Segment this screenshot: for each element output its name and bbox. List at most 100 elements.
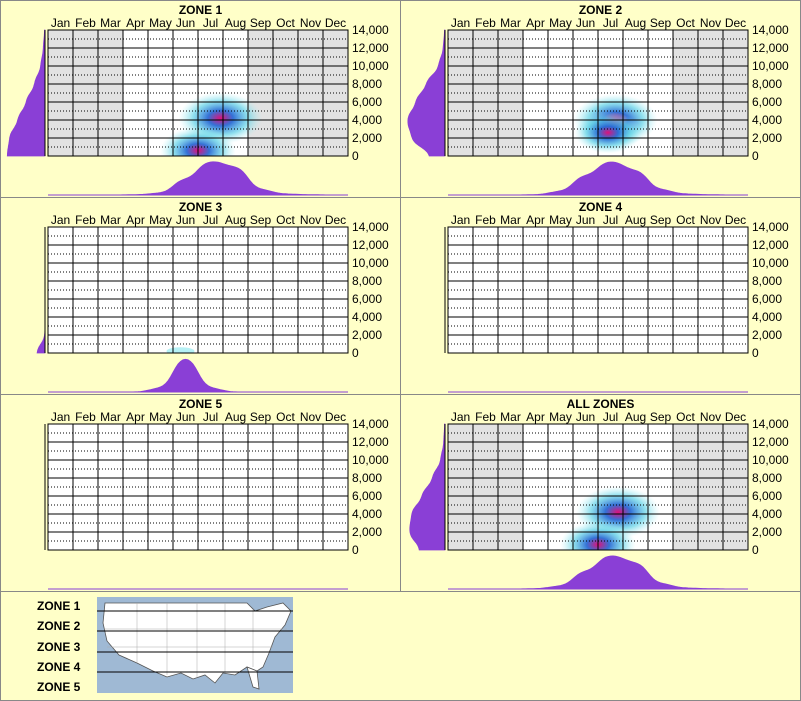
all-zones-chart: Jan Feb Mar Apr May Jun Jul Aug Sep Oct Nov Dec 0 2,0… — [409, 410, 789, 590]
month-label: Apr — [126, 16, 145, 30]
month-label: Aug — [625, 410, 646, 424]
y-tick-label: 14,000 — [352, 220, 389, 234]
y-tick-label: 2,000 — [352, 131, 382, 145]
y-tick-label: 10,000 — [752, 59, 789, 73]
month-column — [323, 424, 348, 550]
month-density — [448, 555, 748, 590]
y-tick-label: 6,000 — [752, 95, 782, 109]
month-column — [698, 227, 723, 353]
month-column — [98, 227, 123, 353]
y-tick-label: 8,000 — [352, 77, 382, 91]
month-column — [148, 424, 173, 550]
month-column — [173, 424, 198, 550]
y-tick-label: 4,000 — [752, 113, 782, 127]
month-column — [648, 30, 673, 156]
y-tick-label: 0 — [752, 149, 759, 163]
month-label: Dec — [725, 213, 746, 227]
y-tick-label: 2,000 — [752, 328, 782, 342]
month-label: Sep — [650, 410, 672, 424]
month-label: Jan — [51, 213, 70, 227]
y-tick-label: 14,000 — [352, 417, 389, 431]
month-label: Jul — [603, 213, 618, 227]
y-tick-label: 10,000 — [352, 453, 389, 467]
month-label: May — [549, 410, 572, 424]
plot-frame — [447, 226, 749, 354]
month-label: Jan — [51, 16, 70, 30]
month-column — [148, 227, 173, 353]
y-tick-label: 14,000 — [352, 23, 389, 37]
month-label: Aug — [225, 213, 246, 227]
y-tick-label: 12,000 — [752, 435, 789, 449]
heat-spot — [574, 111, 642, 154]
month-label: Oct — [276, 16, 295, 30]
y-tick-label: 4,000 — [352, 310, 382, 324]
month-column — [73, 424, 98, 550]
month-label: Apr — [126, 410, 145, 424]
month-column — [723, 227, 748, 353]
month-label: Mar — [100, 410, 121, 424]
month-label: Apr — [526, 410, 545, 424]
month-label: Nov — [300, 16, 321, 30]
month-label: May — [149, 410, 172, 424]
month-label: Jul — [203, 16, 218, 30]
heat-layer — [166, 347, 195, 353]
y-tick-label: 2,000 — [352, 328, 382, 342]
legend-zone-2: ZONE 2 — [37, 619, 81, 633]
y-tick-label: 0 — [352, 346, 359, 360]
month-label: Oct — [676, 213, 695, 227]
month-column — [498, 424, 523, 550]
month-label: Aug — [225, 16, 246, 30]
y-tick-label: 12,000 — [752, 238, 789, 252]
y-tick-label: 8,000 — [352, 274, 382, 288]
y-tick-label: 14,000 — [752, 220, 789, 234]
month-label: Aug — [625, 213, 646, 227]
panel-title: ALL ZONES — [566, 397, 635, 411]
month-column — [223, 227, 248, 353]
month-column — [248, 30, 273, 156]
month-label: Nov — [700, 213, 721, 227]
month-column — [323, 227, 348, 353]
month-column — [298, 227, 323, 353]
month-label: Sep — [250, 16, 272, 30]
panel-title: ZONE 4 — [578, 200, 623, 214]
month-density — [48, 358, 348, 393]
month-column — [173, 227, 198, 353]
month-label: Mar — [500, 213, 521, 227]
zone-5-chart: Jan Feb Mar Apr May Jun Jul Aug Sep Oct Nov Dec 0 2,0… — [44, 410, 389, 590]
panel-title: ZONE 1 — [178, 3, 223, 17]
y-tick-label: 4,000 — [352, 507, 382, 521]
y-tick-label: 4,000 — [752, 310, 782, 324]
month-density — [448, 161, 748, 196]
month-column — [723, 424, 748, 550]
month-column — [548, 30, 573, 156]
month-label: Nov — [300, 213, 321, 227]
elevation-density — [407, 29, 446, 157]
month-label: Aug — [625, 16, 646, 30]
y-tick-label: 0 — [352, 543, 359, 557]
month-column — [73, 227, 98, 353]
zone-panel-5: ZONE 5 Jan Feb Mar Apr May Jun Jul Aug Sep Oct Nov… — [0, 394, 401, 592]
month-label: Jul — [203, 410, 218, 424]
month-column — [473, 227, 498, 353]
month-column — [573, 227, 598, 353]
plot-frame — [447, 29, 749, 157]
plot-frame — [47, 226, 349, 354]
month-label: Apr — [526, 16, 545, 30]
month-label: Sep — [250, 213, 272, 227]
y-tick-label: 10,000 — [352, 256, 389, 270]
y-tick-label: 4,000 — [752, 507, 782, 521]
month-column — [623, 227, 648, 353]
month-column — [323, 30, 348, 156]
month-column — [473, 30, 498, 156]
month-label: May — [149, 213, 172, 227]
y-tick-label: 4,000 — [352, 113, 382, 127]
month-label: Jan — [451, 213, 470, 227]
y-tick-label: 10,000 — [752, 256, 789, 270]
month-label: Nov — [700, 16, 721, 30]
panel-title: ZONE 2 — [578, 3, 623, 17]
y-tick-label: 12,000 — [752, 41, 789, 55]
month-label: Sep — [650, 213, 672, 227]
plot-frame — [447, 423, 749, 551]
month-label: Feb — [75, 16, 96, 30]
all-zones-panel: ALL ZONES Jan Feb Mar Apr May Jun Jul Aug Sep Oct… — [400, 394, 801, 592]
